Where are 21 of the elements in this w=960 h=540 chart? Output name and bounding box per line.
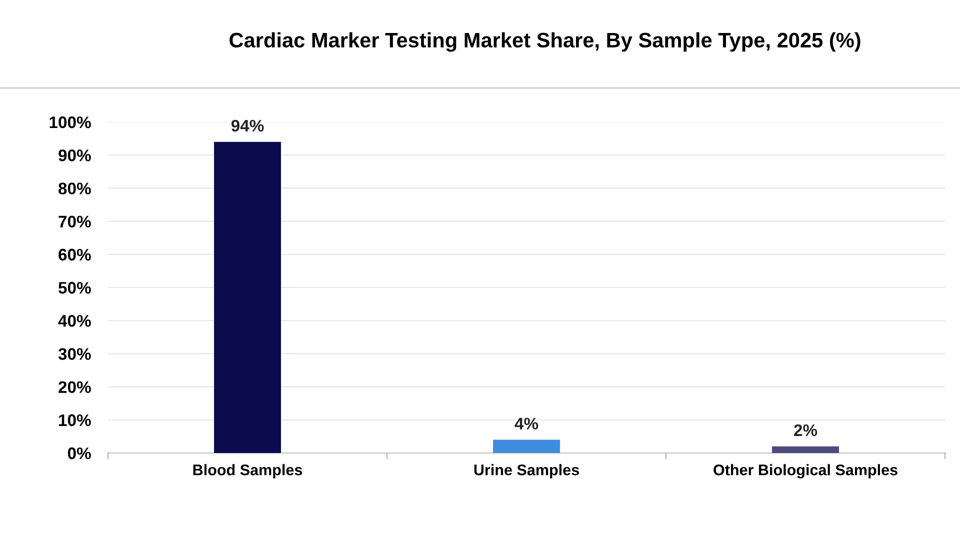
y-tick-label: 70% <box>58 216 91 228</box>
y-tick-label: 0% <box>68 447 91 460</box>
data-label: 2% <box>794 424 818 436</box>
y-tick-label: 40% <box>58 315 91 327</box>
y-tick-label: 80% <box>58 182 91 194</box>
y-tick-label: 50% <box>58 282 91 294</box>
y-tick-label: 100% <box>50 116 91 128</box>
x-tick-label: Other Biological Samples <box>714 464 898 478</box>
data-label: 4% <box>514 418 538 430</box>
y-tick-label: 90% <box>58 150 91 162</box>
y-tick-label: 60% <box>58 248 91 261</box>
x-tick-label: Blood Samples <box>193 464 302 478</box>
x-tick-label: Urine Samples <box>474 464 579 478</box>
bar <box>493 440 560 453</box>
y-tick-label: 30% <box>58 348 91 360</box>
chart-title: Cardiac Marker Testing Market Share, By Sample Type, 2025 (%) <box>230 32 860 52</box>
y-tick-label: 20% <box>58 381 91 394</box>
bar <box>214 142 281 453</box>
bar <box>772 446 839 453</box>
data-label: 94% <box>231 120 264 132</box>
y-tick-label: 10% <box>59 414 91 426</box>
